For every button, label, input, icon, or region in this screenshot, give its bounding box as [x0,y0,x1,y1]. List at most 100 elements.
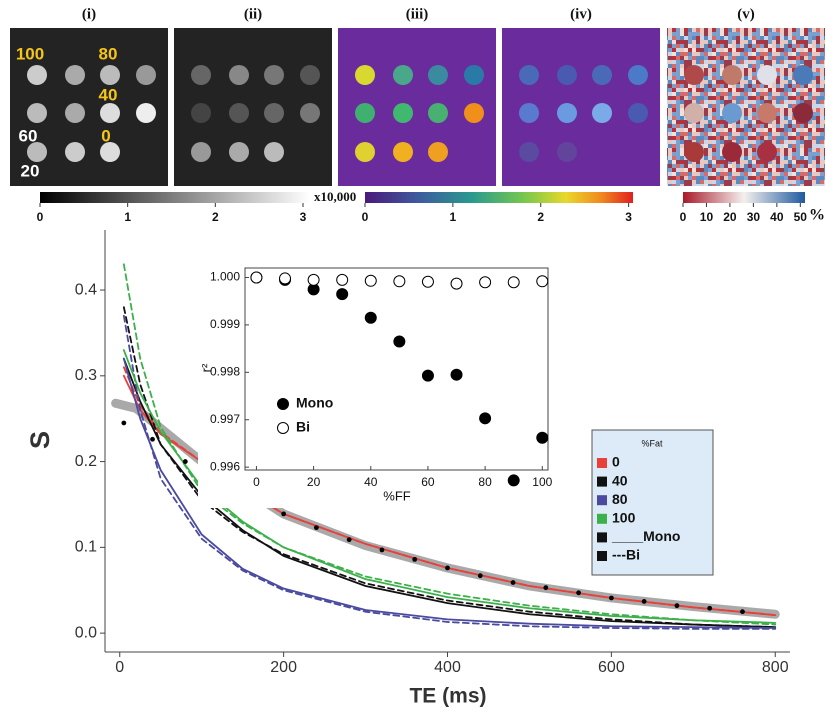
phantom-vial [355,65,375,85]
x-tick-label: 0 [115,659,124,676]
phantom-vial [355,103,375,123]
phantom-vial [428,103,448,123]
phantom-vial [519,103,539,123]
legend-swatch [597,532,607,542]
scatter-point [337,289,348,300]
scatter-point [365,312,376,323]
x-tick-label: 800 [762,659,789,676]
scatter-point [422,276,433,287]
phantom-vial [757,103,777,123]
scatter-point [365,275,376,286]
data-dot [150,437,155,442]
x-tick-label: 600 [598,659,625,676]
colorbar-tick-label: 2 [212,210,219,224]
phantom-vial [592,65,612,85]
colorbar-tick-label: 10 [700,210,714,224]
figure: (i)(ii)(iii)(iv)(v)1008040600200123x10,0… [0,0,840,716]
scatter-point [537,276,548,287]
colorbar-unit: % [809,207,825,224]
phantom-vial [100,103,120,123]
scatter-point [508,277,519,288]
colorbar [40,192,310,203]
data-dot [347,537,352,542]
phantom-label: 80 [99,44,118,63]
phantom-vial [65,142,85,162]
panel-label: (v) [737,6,755,22]
legend-title: %Fat [641,438,663,448]
colorbar-tick-label: 0 [680,210,687,224]
scatter-point [394,336,405,347]
scatter-point [394,276,405,287]
phantom-vial [793,103,813,123]
phantom-vial [428,142,448,162]
legend-box [592,430,713,575]
phantom-vial [793,65,813,85]
phantom-vial [557,103,577,123]
data-dot [642,599,647,604]
colorbar-tick-label: 40 [770,210,784,224]
data-dot [121,421,126,426]
scatter-point [537,432,548,443]
phantom-vial [722,65,742,85]
data-dot [412,557,417,562]
phantom-vial [393,142,413,162]
colorbar-tick-label: 0 [37,210,44,224]
phantom-vial [300,103,320,123]
legend-label: 80 [612,491,628,507]
y-tick-label: 0.3 [75,367,97,384]
x-tick-label: 100 [532,475,552,489]
phantom-vial [229,142,249,162]
x-axis-label: TE (ms) [409,685,486,708]
data-dot [478,573,483,578]
legend-label: 0 [612,454,620,470]
x-tick-label: 200 [270,659,297,676]
phantom-label: 60 [19,126,38,145]
phantom-vial [592,103,612,123]
data-dot [183,459,188,464]
phantom-vial [557,65,577,85]
phantom-vial [264,142,284,162]
phantom-vial [136,103,156,123]
legend-label: 100 [612,510,636,526]
colorbar [365,192,633,203]
y-tick-label: 1.000 [210,270,240,284]
phantom-vial [684,142,704,162]
phantom-vial [464,65,484,85]
scatter-point [337,274,348,285]
data-dot [314,525,319,530]
scatter-point [480,277,491,288]
data-dot [543,585,548,590]
colorbar-tick-label: 3 [300,210,307,224]
y-tick-label: 0.998 [210,364,240,378]
y-tick-label: 0.4 [75,281,97,298]
phantom-vial [464,103,484,123]
phantom-vial [355,142,375,162]
data-dot [281,512,286,517]
scatter-point [451,369,462,380]
phantom-vial [557,142,577,162]
phantom-vial [27,65,47,85]
data-dot [380,548,385,553]
x-tick-label: 40 [364,475,378,489]
phantom-vial [393,65,413,85]
phantom-vial [428,65,448,85]
phantom-vial [393,103,413,123]
legend-marker [278,399,289,410]
phantom-vial [191,103,211,123]
legend-marker [278,423,289,434]
data-dot [445,566,450,571]
data-dot [675,603,680,608]
phantom-vial [722,103,742,123]
legend-swatch [597,477,607,487]
phantom-vial [191,142,211,162]
x-axis-label: %FF [383,488,411,503]
colorbar-tick-label: 0 [362,210,369,224]
phantom-vial [684,65,704,85]
scatter-point [480,413,491,424]
phantom-vial [229,103,249,123]
colorbar [683,192,805,203]
phantom-label: 0 [101,126,110,145]
scatter-point [508,475,519,486]
y-tick-label: 0.996 [210,459,240,473]
phantom-vial [27,103,47,123]
